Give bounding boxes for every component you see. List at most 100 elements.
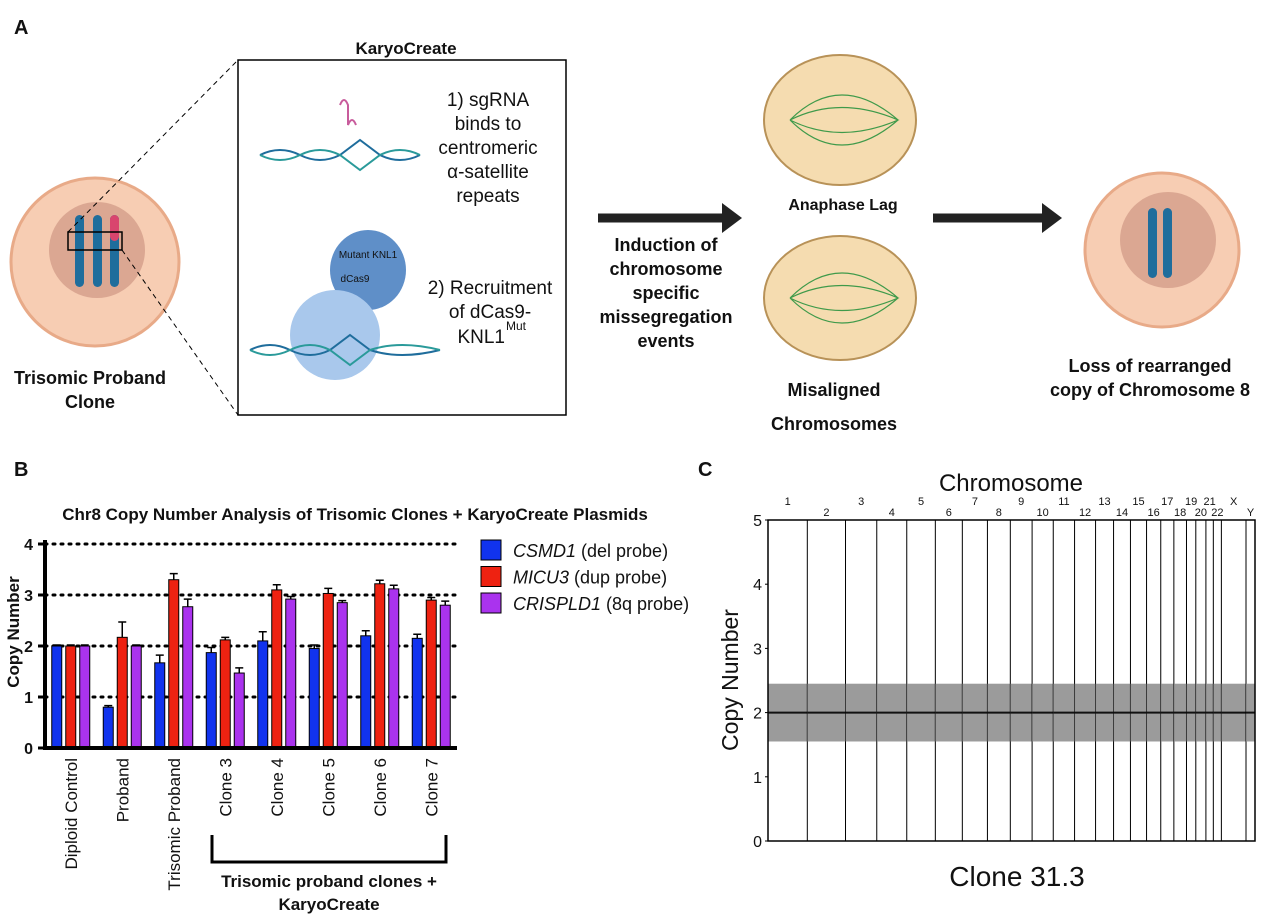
error-bar bbox=[272, 584, 281, 590]
cell-label: Clone bbox=[65, 392, 115, 412]
cell bbox=[763, 54, 917, 186]
x-tick-label: Clone 6 bbox=[371, 758, 390, 817]
bracket bbox=[210, 835, 448, 864]
y-tick-label: 5 bbox=[753, 513, 762, 530]
spindle bbox=[789, 94, 900, 146]
plot-frame bbox=[767, 519, 1256, 842]
bar bbox=[130, 645, 142, 749]
arrow-label: missegregation bbox=[599, 307, 732, 327]
bar bbox=[374, 583, 386, 749]
chromosome-label: 19 bbox=[1185, 496, 1197, 508]
knl1 bbox=[330, 230, 406, 310]
chromosome-label: 7 bbox=[972, 496, 978, 508]
bar bbox=[336, 602, 348, 749]
chart-title: Chr8 Copy Number Analysis of Trisomic Cl… bbox=[62, 505, 648, 524]
error-bar bbox=[310, 644, 319, 649]
spindle bbox=[789, 272, 900, 324]
x-tick-label: Proband bbox=[113, 758, 132, 822]
event-label: Misaligned bbox=[787, 380, 880, 400]
bar bbox=[51, 645, 63, 749]
chart-title: Chromosome bbox=[939, 470, 1083, 497]
chromosome bbox=[1148, 208, 1157, 278]
error-bar bbox=[169, 572, 178, 580]
error-bar bbox=[427, 596, 436, 601]
chromosome bbox=[75, 215, 84, 287]
y-tick-label: 0 bbox=[24, 741, 33, 758]
step-text: of dCas9- bbox=[449, 302, 531, 323]
sgrna bbox=[339, 99, 357, 126]
dcas9 bbox=[290, 290, 380, 380]
chromosome-label: 5 bbox=[918, 496, 924, 508]
y-tick-label: 2 bbox=[24, 639, 33, 656]
chromosome-label: X bbox=[1230, 496, 1238, 508]
error-bar bbox=[104, 704, 113, 708]
error-bar bbox=[183, 598, 192, 607]
dna bbox=[259, 149, 421, 172]
chromosome-label: 22 bbox=[1211, 507, 1223, 519]
bracket-label: Trisomic proband clones + bbox=[221, 872, 437, 891]
legend-swatch bbox=[480, 592, 502, 614]
error-bar bbox=[324, 587, 333, 594]
chromosome-label: 14 bbox=[1116, 507, 1128, 519]
legend-label: (dup probe) bbox=[574, 568, 667, 588]
chromosome-label: 1 bbox=[785, 496, 791, 508]
error-bar bbox=[361, 629, 370, 636]
error-bar bbox=[80, 644, 89, 646]
y-tick-label: 0 bbox=[753, 834, 762, 851]
arrowhead bbox=[1042, 203, 1062, 233]
x-tick-label: Diploid Control bbox=[62, 758, 81, 870]
bar bbox=[205, 652, 217, 749]
bar bbox=[116, 636, 128, 749]
step-text: 1) sgRNA bbox=[447, 90, 530, 111]
x-axis-label: Clone 31.3 bbox=[949, 861, 1084, 892]
chromosome-label: 2 bbox=[823, 507, 829, 519]
error-bar bbox=[286, 595, 295, 600]
legend-label: CRISPLD1 bbox=[513, 594, 601, 614]
y-tick-label: 4 bbox=[753, 577, 762, 594]
chromosome-part bbox=[110, 215, 119, 241]
legend-label: (8q probe) bbox=[606, 594, 689, 614]
y-tick-label: 3 bbox=[753, 641, 762, 658]
step-superscript: Mut bbox=[506, 319, 527, 333]
error-bar bbox=[413, 633, 422, 639]
chromosome-label: 6 bbox=[946, 507, 952, 519]
bar bbox=[154, 662, 166, 749]
chromosome-label: 3 bbox=[858, 496, 864, 508]
y-tick-label: 1 bbox=[24, 690, 33, 707]
chromosome-label: 9 bbox=[1018, 496, 1024, 508]
bar bbox=[425, 599, 437, 749]
legend-swatch bbox=[480, 539, 502, 561]
event-label: Chromosomes bbox=[771, 414, 897, 434]
legend-swatch bbox=[480, 566, 502, 587]
box-title: KaryoCreate bbox=[355, 39, 456, 58]
bar bbox=[182, 606, 194, 749]
bar bbox=[257, 640, 269, 749]
chromosome-label: 13 bbox=[1098, 496, 1110, 508]
error-bar bbox=[235, 667, 244, 674]
chromosome bbox=[93, 215, 102, 287]
error-bar bbox=[221, 636, 230, 640]
cell-label: Loss of rearranged bbox=[1068, 356, 1231, 376]
panel-label: B bbox=[14, 459, 28, 481]
panel-a-art bbox=[9, 54, 1241, 416]
bar bbox=[79, 645, 91, 749]
arrow-label: Induction of bbox=[615, 235, 719, 255]
chromosome-label: 16 bbox=[1148, 507, 1160, 519]
y-axis-label: Copy Number bbox=[4, 576, 23, 688]
step-text: KNL1 bbox=[457, 327, 505, 348]
protein-label: Mutant KNL1 bbox=[339, 250, 398, 261]
step-text: 2) Recruitment bbox=[428, 278, 553, 299]
zoom-line bbox=[121, 249, 239, 416]
chromosome-label: 12 bbox=[1079, 507, 1091, 519]
chromosome-label: 11 bbox=[1058, 496, 1069, 508]
error-bar bbox=[441, 600, 450, 606]
arrow-label: events bbox=[637, 331, 694, 351]
arrow-label: chromosome bbox=[609, 259, 722, 279]
bar bbox=[411, 637, 423, 749]
bar bbox=[360, 635, 372, 749]
bar bbox=[102, 706, 114, 749]
error-bar bbox=[155, 654, 164, 663]
legend-label: MICU3 bbox=[513, 568, 569, 588]
legend-label: (del probe) bbox=[581, 541, 668, 561]
